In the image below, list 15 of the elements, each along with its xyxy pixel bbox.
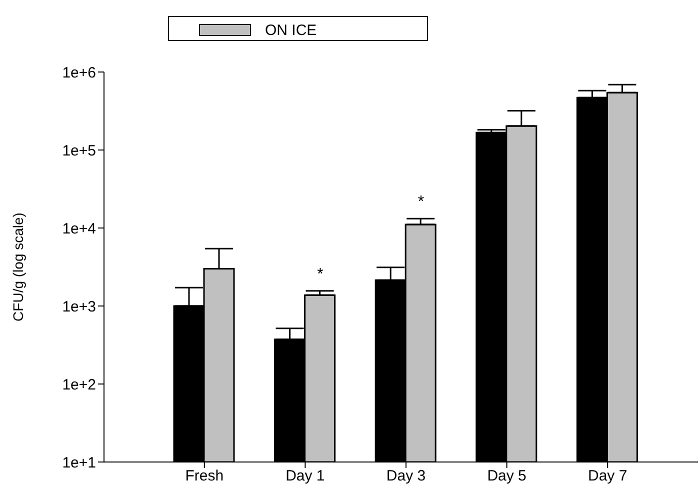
annotation: * bbox=[418, 194, 424, 211]
y-tick-label: 1e+4 bbox=[62, 220, 96, 238]
y-tick-label: 1e+3 bbox=[62, 298, 96, 316]
y-axis-title: CFU/g (log scale) bbox=[10, 212, 26, 322]
legend-label: ON ICE bbox=[265, 22, 317, 38]
x-tick-label: Day 1 bbox=[286, 468, 325, 485]
y-tick-label: 1e+5 bbox=[62, 142, 96, 160]
x-tick-label: Day 7 bbox=[588, 468, 628, 485]
annotation: * bbox=[317, 266, 324, 283]
y-tick-label: 1e+2 bbox=[62, 376, 96, 394]
y-tick-label: 1e+6 bbox=[62, 64, 96, 82]
x-tick-label: Day 3 bbox=[386, 468, 426, 485]
x-tick-label: Fresh bbox=[185, 468, 224, 485]
x-tick-label: Day 5 bbox=[487, 468, 526, 485]
y-tick-label: 1e+1 bbox=[62, 454, 96, 472]
